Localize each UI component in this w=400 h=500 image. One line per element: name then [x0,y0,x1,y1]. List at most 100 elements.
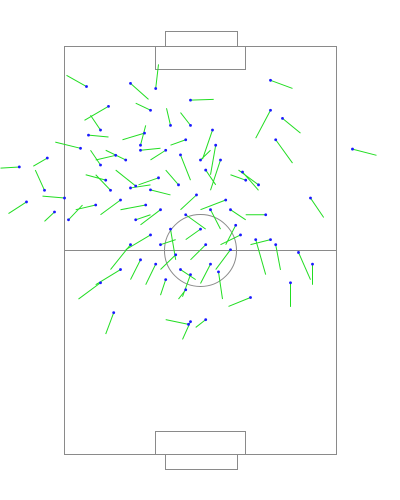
pass-origin [25,200,28,204]
pass-line [34,169,45,191]
pass-origin [129,243,132,247]
pass-origin [189,273,192,276]
pass-line [78,282,101,300]
pass-line [8,201,27,215]
pass-line [120,204,146,211]
penalty-box-top [155,46,246,70]
pass-origin [269,78,272,82]
pass-origin [297,251,300,254]
pass-line [180,194,197,211]
pass-origin [179,153,182,157]
pass-origins [17,78,354,326]
pass-line [100,199,121,216]
pass-origin [112,311,116,315]
pass-line [210,145,217,175]
penalty-box-bottom [155,431,246,455]
pass-origin [204,243,208,247]
pass-line [140,125,147,146]
pass-origin [281,116,284,120]
pass-line [255,109,271,139]
pass-origin [99,281,102,285]
pass-line [185,228,201,241]
pass-line [182,274,191,297]
pass-line [155,64,159,89]
pass-line [44,211,55,222]
pass-origin [184,288,188,292]
pass-origin [214,143,218,147]
pass-line [33,157,48,167]
pass-origin [195,193,198,197]
pass-line [130,184,151,189]
pass-line [140,147,161,151]
pass-origin [177,183,180,187]
pass-line [68,204,83,221]
pass-origin [184,213,188,217]
pass-origin [119,198,122,202]
pass-origin [119,268,122,271]
pass-origin [269,238,272,242]
pass-line [90,149,101,166]
pass-line [298,252,311,280]
pass-line [90,114,101,131]
pass-origin [164,278,168,282]
pass-origin [199,158,202,162]
pass-line [230,209,246,221]
pass-origin [134,184,138,188]
pass-line [210,209,221,230]
pass-origin [249,296,252,299]
pass-line [310,197,325,218]
pass-line [215,249,231,270]
pass-origin [169,227,172,231]
pass-origin [87,133,90,137]
pass-line [125,234,151,251]
pass-origin [129,186,132,190]
pass-line [160,279,167,296]
pass-line [66,74,87,87]
pass-line [105,312,115,335]
pass-line [88,134,109,138]
pass-origin [257,183,260,187]
pass-origin [144,203,148,207]
pass-line [165,169,179,186]
pass-origin [104,178,108,182]
pass-origin [139,258,142,262]
pass-line [85,174,106,181]
pass-origin [149,188,152,192]
pass-origin [189,320,192,324]
pass-line [95,174,111,191]
pass-origin [244,178,248,182]
pass-origin [204,318,208,322]
pass-origin [309,196,312,200]
pass-origin [157,176,160,180]
pass-origin [219,158,222,162]
pass-origin [159,208,162,212]
pass-origin [199,227,202,231]
pass-line [255,239,267,275]
pass-line [145,263,157,285]
passes [0,64,377,340]
pass-line [180,269,196,281]
pass-line [42,195,65,199]
pass-origin [124,158,128,162]
pass-line [140,209,161,226]
pass-origin [269,108,272,112]
pass-origin [264,213,268,217]
pass-line [200,149,211,161]
pass-line [250,239,271,246]
pass-line [55,141,81,149]
pass-origin [189,98,192,102]
pass-line [166,108,171,126]
pass-origin [169,123,172,127]
pass-origin [139,143,142,147]
pass-line [228,297,251,307]
pass-origin [63,196,66,200]
pass-origin [149,233,152,237]
pass-origin [224,198,228,202]
goal-top [165,31,238,47]
pass-origin [209,208,212,212]
pass-line [180,154,191,181]
pass-origin [274,138,278,142]
pass-line [200,199,226,211]
pass-origin [209,262,212,266]
